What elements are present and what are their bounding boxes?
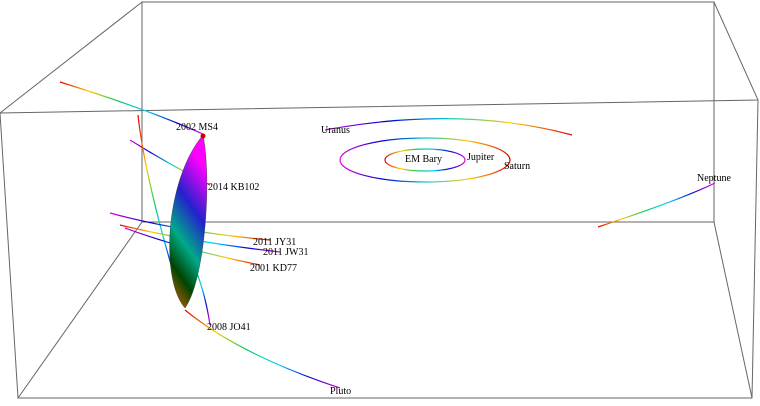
marker (200, 133, 206, 139)
label: EM Bary (405, 154, 442, 165)
bounding-box (0, 1, 759, 399)
label: 2001 KD77 (250, 263, 297, 274)
label: 2011 JW31 (263, 247, 308, 258)
label: 2014 KB102 (208, 182, 259, 193)
orbits (59, 81, 716, 389)
label: 2011 JY31 (253, 237, 296, 248)
label: Saturn (504, 161, 530, 172)
label: Jupiter (467, 152, 495, 163)
label: 2002 MS4 (176, 122, 218, 133)
ellipsoid (169, 134, 208, 309)
label: Pluto (330, 386, 351, 397)
label: Neptune (697, 173, 731, 184)
label: 2008 JO41 (207, 322, 251, 333)
labels: 2002 MS4 2014 KB102 2011 JY31 2011 JW31 … (176, 122, 731, 397)
label: Uranus (321, 125, 350, 136)
